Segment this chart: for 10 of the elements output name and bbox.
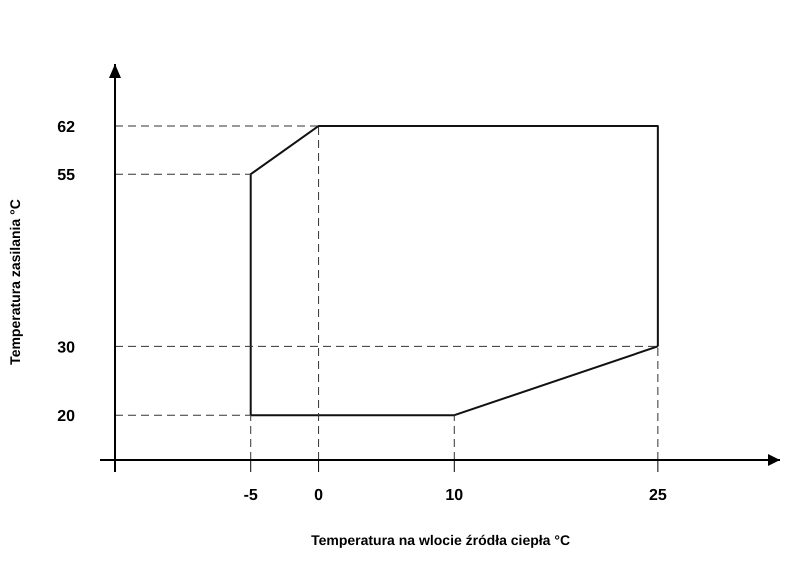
y-tick-label: 20 xyxy=(57,408,76,426)
x-tick-label: 25 xyxy=(648,487,667,504)
y-tick-label: 62 xyxy=(57,118,76,136)
x-tick-label: 0 xyxy=(314,487,324,504)
y-tick-label: 55 xyxy=(57,167,76,184)
y-axis-title: Temperatura zasilania °C xyxy=(7,199,23,365)
x-tick-label: -5 xyxy=(244,487,258,504)
y-tick-label: 30 xyxy=(57,339,76,356)
x-tick-label: 10 xyxy=(445,487,464,504)
x-axis-title: Temperatura na wlocie źródła ciepła °C xyxy=(311,532,570,548)
